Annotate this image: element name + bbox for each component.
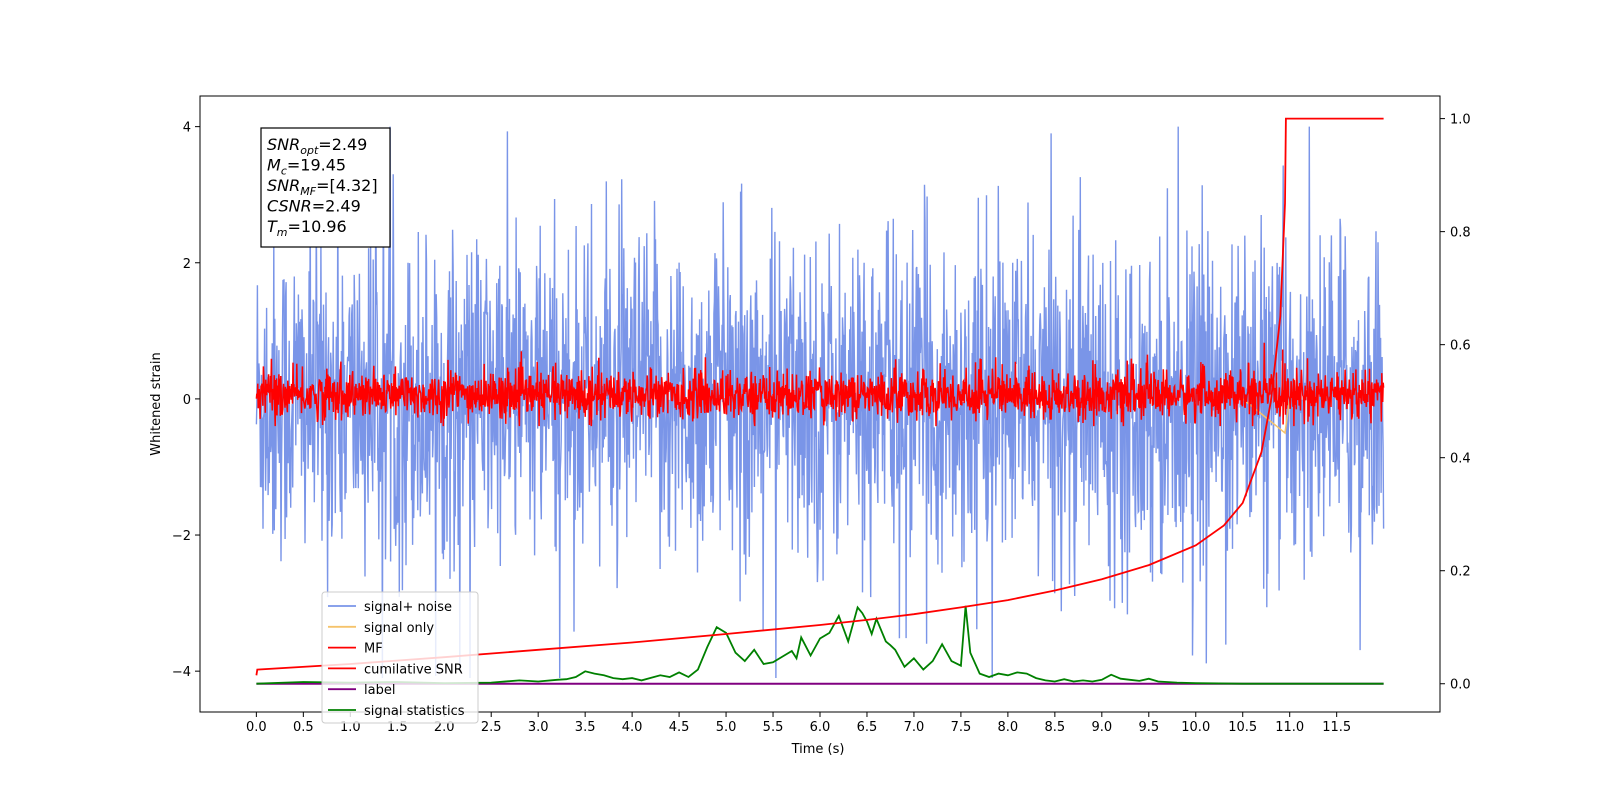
annotation-line: Tm=10.96 xyxy=(267,217,347,239)
y-tick-label: −2 xyxy=(172,529,191,544)
annotation-line: SNRMF=[4.32] xyxy=(267,176,378,198)
annotation-box-frame xyxy=(260,127,391,248)
x-tick-label: 11.5 xyxy=(1322,720,1351,735)
x-tick-label: 5.5 xyxy=(763,720,784,735)
y2-tick-label: 0.6 xyxy=(1450,339,1471,354)
x-tick-label: 10.5 xyxy=(1228,720,1257,735)
x-tick-label: 9.0 xyxy=(1091,720,1112,735)
series-signal-only xyxy=(1242,398,1291,435)
x-tick-label: 6.5 xyxy=(857,720,878,735)
x-tick-label: 0.5 xyxy=(293,720,314,735)
y-tick-label: 4 xyxy=(183,121,191,136)
x-tick-label: 8.0 xyxy=(998,720,1019,735)
x-tick-label: 3.0 xyxy=(528,720,549,735)
y2-tick-label: 0.4 xyxy=(1450,452,1471,467)
series-signal-statistics xyxy=(256,605,1384,685)
x-tick-label: 4.0 xyxy=(622,720,643,735)
legend-frame xyxy=(321,591,479,724)
legend-label: signal statistics xyxy=(364,704,465,719)
y-tick-label: 2 xyxy=(183,257,191,272)
series-cumulative-snr xyxy=(255,117,1384,676)
y-axis-label: Whitened strain xyxy=(149,352,164,455)
legend-label: signal+ noise xyxy=(364,600,452,615)
y-tick-label: 0 xyxy=(183,393,191,408)
x-tick-label: 3.5 xyxy=(575,720,596,735)
y2-tick-label: 0.8 xyxy=(1450,226,1471,241)
x-tick-label: 10.0 xyxy=(1181,720,1210,735)
y2-tick-label: 1.0 xyxy=(1450,113,1471,128)
annotation-line: SNRopt=2.49 xyxy=(267,135,367,157)
annotation-line: Mc=19.45 xyxy=(267,156,346,178)
y2-tick-label: 0.2 xyxy=(1450,565,1471,580)
x-tick-label: 8.5 xyxy=(1045,720,1066,735)
x-tick-label: 2.5 xyxy=(481,720,502,735)
x-tick-label: 0.0 xyxy=(246,720,267,735)
x-tick-label: 7.0 xyxy=(904,720,925,735)
legend-label: label xyxy=(364,683,395,698)
series-mf xyxy=(255,342,1385,427)
y2-tick-label: 0.0 xyxy=(1450,678,1471,693)
x-axis-label: Time (s) xyxy=(791,742,845,757)
legend-label: MF xyxy=(364,642,383,657)
legend-label: cumilative SNR xyxy=(364,662,463,677)
x-tick-label: 7.5 xyxy=(951,720,972,735)
x-tick-label: 5.0 xyxy=(716,720,737,735)
y-tick-label: −4 xyxy=(172,665,191,680)
x-tick-label: 1.5 xyxy=(387,720,408,735)
annotation-box: SNRopt=2.49Mc=19.45SNRMF=[4.32]CSNR=2.49… xyxy=(260,127,391,248)
x-tick-label: 11.0 xyxy=(1275,720,1304,735)
legend: signal+ noise signal only MF cumilative SNR… xyxy=(321,591,479,724)
annotation-line: CSNR=2.49 xyxy=(267,197,361,216)
x-tick-label: 6.0 xyxy=(810,720,831,735)
x-tick-label: 9.5 xyxy=(1138,720,1159,735)
x-tick-label: 1.0 xyxy=(340,720,361,735)
x-tick-label: 4.5 xyxy=(669,720,690,735)
x-tick-label: 2.0 xyxy=(434,720,455,735)
legend-label: signal only xyxy=(364,621,434,636)
